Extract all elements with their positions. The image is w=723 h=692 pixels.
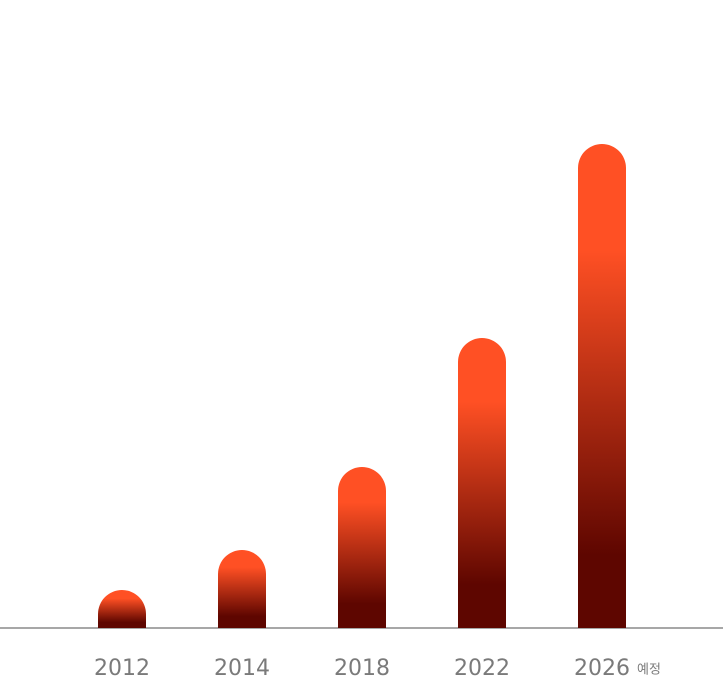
bar — [98, 590, 146, 628]
bar — [338, 467, 386, 628]
annotation: 예정 — [637, 663, 661, 678]
bar — [578, 144, 626, 628]
bar — [218, 550, 266, 628]
x-tick-label: 2018 — [334, 656, 390, 681]
x-tick-label: 2026 — [574, 656, 630, 681]
bar — [458, 338, 506, 628]
x-tick-label: 2012 — [94, 656, 150, 681]
x-tick-label: 2022 — [454, 656, 510, 681]
x-tick-label: 2014 — [214, 656, 270, 681]
